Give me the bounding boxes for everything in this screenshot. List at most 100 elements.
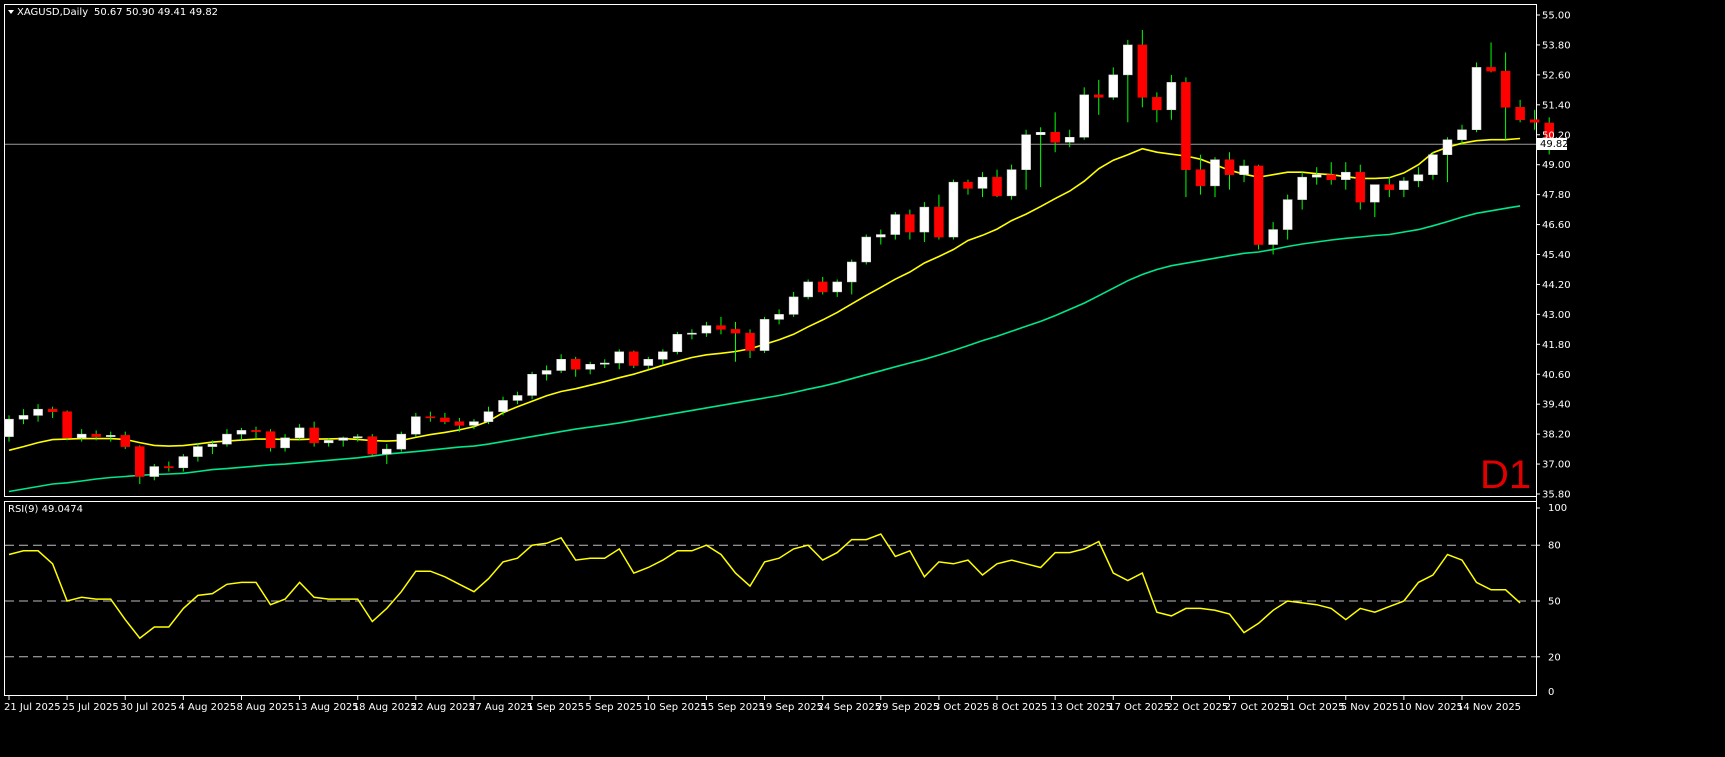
candle — [934, 194, 944, 240]
rsi-tick-label: 0 — [1548, 687, 1554, 698]
bull-candle-body — [759, 319, 770, 351]
current-price-label: 49.82 — [1540, 139, 1569, 150]
date-tick-label: 1 Sep 2025 — [527, 702, 584, 713]
candle — [1457, 124, 1467, 145]
bear-candle-body — [716, 325, 726, 330]
bear-candle-body — [1515, 107, 1525, 121]
candle — [1268, 222, 1278, 255]
bear-candle-body — [1529, 119, 1540, 123]
bear-candle-body — [367, 436, 377, 455]
bear-candle-body — [454, 421, 465, 426]
bear-candle-body — [265, 431, 276, 449]
bear-candle-body — [309, 427, 319, 444]
date-tick-label: 14 Nov 2025 — [1457, 702, 1521, 713]
bear-candle-body — [91, 433, 101, 437]
bull-candle-body — [832, 281, 842, 293]
candle — [396, 431, 407, 452]
bull-candle-body — [1021, 134, 1031, 170]
bull-candle-body — [788, 296, 799, 315]
bear-candle-body — [1224, 159, 1235, 175]
bull-candle-body — [1006, 169, 1017, 197]
bull-candle-body — [323, 440, 334, 444]
candle — [1253, 164, 1264, 250]
date-tick-label: 27 Aug 2025 — [469, 702, 533, 713]
candle — [788, 291, 799, 317]
bull-candle-body — [803, 281, 813, 298]
candle — [352, 434, 363, 442]
bull-candle-body — [18, 415, 29, 420]
bear-candle-body — [905, 214, 915, 233]
price-tick-label: 39.40 — [1542, 400, 1571, 411]
bull-candle-body — [193, 446, 203, 457]
main-pane-frame — [4, 4, 1537, 497]
bull-candle-body — [236, 430, 247, 435]
candle — [658, 349, 668, 365]
candle — [817, 276, 828, 295]
candle — [1326, 162, 1336, 185]
rsi-pane-frame — [4, 501, 1537, 696]
date-tick-label: 25 Jul 2025 — [62, 702, 119, 713]
candle — [1471, 62, 1482, 133]
price-tick-label: 55.00 — [1542, 11, 1571, 22]
bear-candle-body — [1181, 82, 1191, 170]
date-tick-label: 8 Oct 2025 — [992, 702, 1047, 713]
candle — [33, 404, 43, 422]
bull-candle-body — [585, 364, 595, 370]
bear-candle-body — [1384, 184, 1395, 190]
bear-candle-body — [730, 329, 741, 334]
bull-candle-body — [599, 362, 610, 365]
bull-candle-body — [919, 206, 930, 233]
bear-candle-body — [570, 359, 581, 370]
candle — [861, 234, 872, 265]
bull-candle-body — [396, 433, 407, 450]
candle — [730, 321, 741, 362]
candle — [1166, 74, 1177, 120]
bear-candle-body — [1195, 169, 1206, 187]
bull-candle-body — [469, 421, 479, 426]
bull-candle-body — [1413, 174, 1424, 182]
bear-candle-body — [47, 408, 58, 412]
candle — [1355, 164, 1366, 210]
bull-candle-body — [411, 416, 421, 435]
chart-symbol-title: XAGUSD,Daily — [17, 7, 88, 18]
bull-candle-body — [1428, 154, 1438, 175]
bear-candle-body — [251, 430, 261, 432]
price-tick-label: 47.80 — [1542, 190, 1571, 201]
candle — [265, 429, 276, 452]
candle — [1486, 42, 1496, 73]
candle — [280, 434, 290, 452]
candle — [1515, 99, 1525, 123]
candle — [672, 331, 683, 355]
collapse-triangle-icon[interactable] — [8, 10, 14, 14]
bull-candle-body — [105, 435, 116, 437]
bull-candle-body — [149, 466, 160, 477]
date-tick-label: 5 Nov 2025 — [1341, 702, 1399, 713]
candle — [440, 412, 450, 425]
price-tick-label: 50.20 — [1542, 130, 1571, 141]
candle — [454, 417, 465, 432]
candle — [1210, 157, 1220, 198]
bear-candle-body — [440, 417, 450, 422]
price-tick-label: 35.80 — [1542, 490, 1571, 501]
bull-candle-body — [556, 359, 566, 371]
date-tick-label: 19 Sep 2025 — [760, 702, 823, 713]
grid-layer — [5, 143, 1536, 658]
date-tick-label: 13 Oct 2025 — [1050, 702, 1112, 713]
candle — [527, 371, 537, 400]
candle — [992, 169, 1002, 198]
bear-candle-body — [1137, 44, 1148, 98]
bear-candle-body — [1486, 67, 1496, 72]
bull-candle-body — [1035, 132, 1046, 135]
bear-candle-body — [135, 446, 145, 477]
candle — [570, 356, 581, 377]
candle — [512, 391, 523, 405]
candle — [207, 440, 218, 455]
candle — [18, 409, 29, 425]
bull-candle-body — [1210, 159, 1220, 187]
axis-layer: 55.00 53.80 52.60 51.40 50.20 49.00 47.80 46.60… — [4, 11, 1571, 714]
bull-candle-body — [614, 351, 625, 364]
candle — [1384, 177, 1395, 198]
candle — [905, 209, 915, 240]
